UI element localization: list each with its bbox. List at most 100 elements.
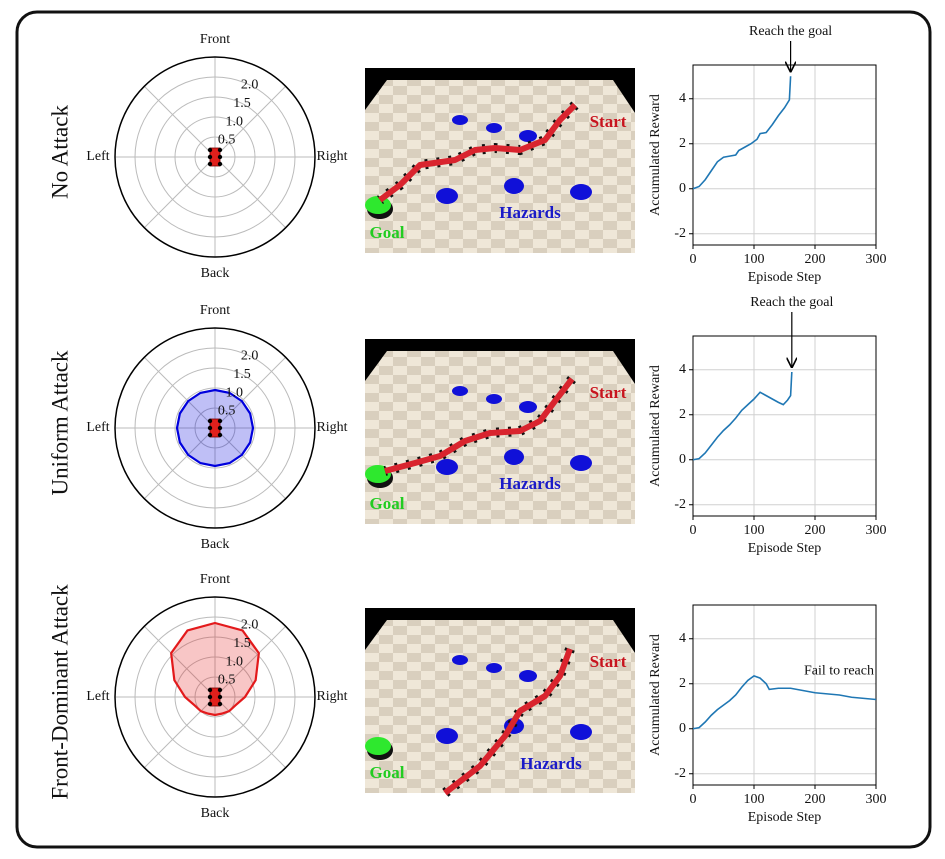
r-tick-label: 1.5: [233, 96, 251, 111]
robot-wheel: [217, 432, 223, 438]
robot-wheel: [207, 147, 213, 153]
hazard: [436, 188, 458, 204]
row-label: Front-Dominant Attack: [47, 584, 72, 800]
hazard: [486, 663, 502, 673]
x-tick-label: 300: [866, 523, 887, 538]
scene-label: Start: [590, 383, 627, 402]
spoke: [214, 625, 287, 698]
hazard: [570, 724, 592, 740]
hazard: [519, 130, 537, 142]
direction-label: Right: [316, 149, 347, 164]
direction-label: Back: [201, 806, 230, 821]
r-grid-ring: [194, 136, 236, 178]
direction-label: Front: [200, 303, 230, 318]
row-label: No Attack: [47, 105, 72, 199]
r-tick-label: 0.5: [218, 404, 236, 419]
y-tick-label: 4: [679, 631, 686, 646]
annotation: Reach the goal: [750, 295, 833, 310]
y-tick-label: -2: [674, 766, 686, 781]
robot-wheel: [217, 425, 223, 431]
hazard: [452, 115, 468, 125]
scene: Start Hazards Goal: [365, 339, 635, 524]
hazard: [504, 178, 524, 194]
robot-wheel: [207, 694, 213, 700]
robot-wheel: [217, 154, 223, 160]
spoke: [143, 85, 216, 158]
r-grid-ring: [134, 76, 296, 238]
floor: [365, 80, 635, 253]
robot-wheel: [217, 147, 223, 153]
robot-wheel: [207, 687, 213, 693]
y-axis-label: Accumulated Reward: [648, 365, 663, 487]
hazard: [452, 655, 468, 665]
y-tick-label: 0: [679, 181, 686, 196]
y-tick-label: 2: [679, 136, 686, 151]
x-tick-label: 100: [744, 792, 765, 807]
y-tick-label: 4: [679, 362, 686, 377]
trail: [384, 377, 575, 474]
line-series: [692, 371, 793, 461]
polar-frame: [114, 327, 316, 529]
spoke: [214, 85, 287, 158]
r-grid-ring: [154, 367, 276, 489]
x-axis-label: Episode Step: [748, 270, 822, 285]
y-tick-label: -2: [674, 226, 686, 241]
r-tick-label: 0.5: [218, 133, 236, 148]
goal: [365, 465, 391, 483]
r-grid-ring: [174, 656, 256, 738]
robot-wheel: [207, 154, 213, 160]
r-tick-label: 2.0: [241, 348, 259, 363]
r-grid-ring: [194, 676, 236, 718]
spoke: [143, 427, 216, 500]
spoke: [143, 156, 216, 229]
robot-wheel: [217, 161, 223, 167]
direction-label: Left: [86, 420, 109, 435]
spoke: [143, 625, 216, 698]
x-axis-label: Episode Step: [748, 541, 822, 556]
r-tick-label: 1.0: [226, 654, 244, 669]
robot-wheel: [217, 687, 223, 693]
goal: [365, 196, 391, 214]
spoke: [214, 427, 287, 500]
polar-frame: [114, 56, 316, 258]
scene-label: Hazards: [499, 474, 561, 493]
x-axis-label: Episode Step: [748, 810, 822, 825]
x-tick-label: 300: [866, 252, 887, 267]
r-grid-ring: [134, 347, 296, 509]
r-grid-ring: [154, 636, 276, 758]
x-tick-label: 200: [805, 523, 826, 538]
scene: Start Hazards Goal: [365, 608, 635, 797]
line-series: [692, 674, 877, 730]
spoke: [214, 696, 287, 769]
robot-wheel: [217, 418, 223, 424]
spoke: [214, 156, 287, 229]
direction-label: Right: [316, 689, 347, 704]
scene-label: Start: [590, 112, 627, 131]
spoke: [143, 356, 216, 429]
hazard: [570, 455, 592, 471]
r-grid-ring: [154, 96, 276, 218]
robot-wheel: [207, 161, 213, 167]
r-tick-label: 0.5: [218, 673, 236, 688]
y-tick-label: 4: [679, 91, 686, 106]
r-tick-label: 2.0: [241, 77, 259, 92]
scene-label: Goal: [370, 223, 405, 242]
hazard: [519, 670, 537, 682]
trail: [443, 647, 573, 796]
x-tick-label: 0: [690, 523, 697, 538]
robot-wheel: [207, 425, 213, 431]
goal: [365, 737, 391, 755]
scene-label: Goal: [370, 763, 405, 782]
direction-label: Right: [316, 420, 347, 435]
x-tick-label: 200: [805, 792, 826, 807]
r-tick-label: 2.0: [241, 617, 259, 632]
direction-label: Left: [86, 149, 109, 164]
radar-area: [170, 621, 260, 717]
scene-label: Hazards: [520, 754, 582, 773]
r-grid-ring: [134, 616, 296, 778]
hazard: [519, 401, 537, 413]
r-tick-label: 1.0: [226, 385, 244, 400]
y-tick-label: 0: [679, 452, 686, 467]
scene-label: Start: [590, 652, 627, 671]
